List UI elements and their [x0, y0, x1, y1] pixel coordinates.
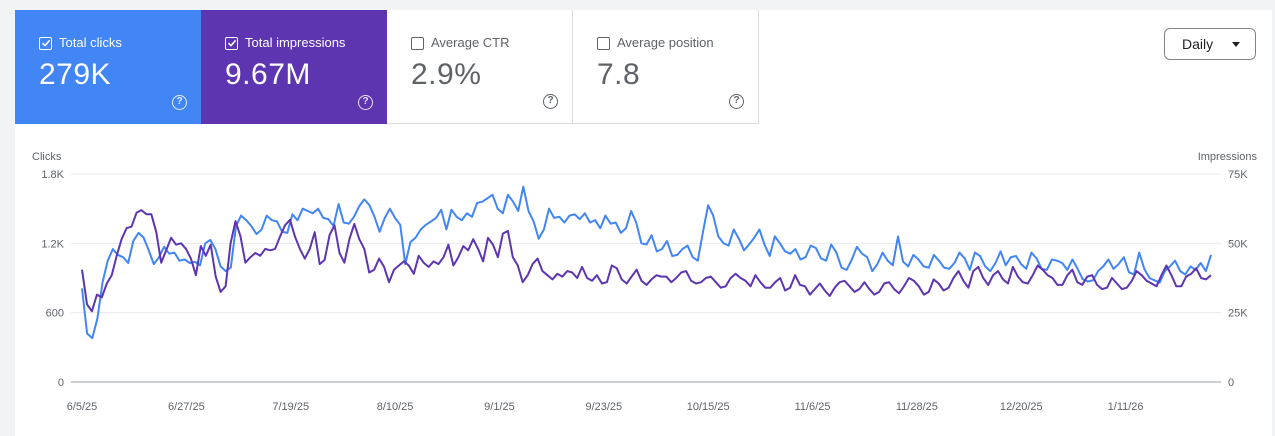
caret-down-icon — [1232, 42, 1240, 47]
x-tick-label: 10/15/25 — [687, 401, 730, 413]
help-icon[interactable]: ? — [358, 95, 373, 110]
checkbox-unchecked-icon[interactable] — [597, 36, 610, 50]
x-tick-label: 8/10/25 — [377, 401, 414, 413]
y-left-ticks: 0 600 1.2K 1.8K — [41, 169, 64, 389]
metric-tile-average-ctr[interactable]: Average CTR 2.9% ? — [387, 10, 573, 124]
checkbox-unchecked-icon[interactable] — [411, 36, 424, 50]
metric-tiles: Total clicks 279K ? Total impressions 9.… — [15, 10, 759, 124]
metric-tile-average-position[interactable]: Average position 7.8 ? — [573, 10, 759, 124]
help-icon[interactable]: ? — [543, 94, 558, 109]
y-left-tick-label: 0 — [58, 377, 64, 389]
y-right-tick-label: 0 — [1228, 377, 1234, 389]
x-tick-label: 7/19/25 — [272, 401, 309, 413]
y-right-tick-label: 75K — [1228, 169, 1248, 181]
grid-lines — [71, 173, 1221, 383]
metric-label: Total impressions — [245, 35, 346, 50]
granularity-selected: Daily — [1182, 36, 1214, 52]
performance-card: Total clicks 279K ? Total impressions 9.… — [15, 10, 1272, 436]
x-tick-label: 11/28/25 — [896, 401, 938, 413]
x-axis-ticks: 6/5/25 6/27/25 7/19/25 8/10/25 9/1/25 9/23/25… — [67, 401, 1144, 413]
metric-label: Average CTR — [431, 35, 510, 50]
y-left-tick-label: 600 — [46, 308, 64, 320]
y-left-axis-title: Clicks — [32, 151, 62, 163]
series-line-total-clicks — [81, 185, 1212, 340]
y-right-tick-label: 50K — [1228, 238, 1248, 250]
series-line-total-impressions — [81, 209, 1212, 313]
metric-value: 279K — [39, 58, 112, 91]
y-left-tick-label: 1.2K — [41, 238, 64, 250]
help-icon[interactable]: ? — [172, 95, 187, 110]
metric-label: Total clicks — [59, 35, 122, 50]
x-tick-label: 6/5/25 — [67, 401, 98, 413]
checkbox-checked-icon[interactable] — [225, 36, 238, 50]
metric-value: 2.9% — [411, 58, 482, 91]
metric-value: 9.67M — [225, 58, 311, 91]
granularity-dropdown[interactable]: Daily — [1164, 28, 1256, 60]
x-tick-label: 1/11/26 — [1108, 401, 1144, 413]
performance-chart: Clicks Impressions 0 600 1.2K 1.8K 0 25K 50K 7… — [32, 151, 1258, 413]
checkbox-checked-icon[interactable] — [39, 36, 52, 50]
x-tick-label: 9/1/25 — [484, 401, 515, 413]
x-tick-label: 9/23/25 — [585, 401, 622, 413]
y-left-tick-label: 1.8K — [41, 169, 64, 181]
help-icon[interactable]: ? — [729, 94, 744, 109]
x-tick-label: 12/20/25 — [1000, 401, 1043, 413]
metric-label: Average position — [617, 35, 714, 50]
metric-tile-total-impressions[interactable]: Total impressions 9.67M ? — [201, 10, 387, 124]
series-lines — [81, 185, 1212, 340]
metric-tile-total-clicks[interactable]: Total clicks 279K ? — [15, 10, 201, 124]
y-right-axis-title: Impressions — [1198, 151, 1258, 163]
metric-value: 7.8 — [597, 58, 641, 91]
x-tick-label: 11/6/25 — [795, 401, 831, 413]
y-right-tick-label: 25K — [1228, 308, 1248, 320]
y-right-ticks: 0 25K 50K 75K — [1228, 169, 1248, 389]
x-tick-label: 6/27/25 — [168, 401, 205, 413]
